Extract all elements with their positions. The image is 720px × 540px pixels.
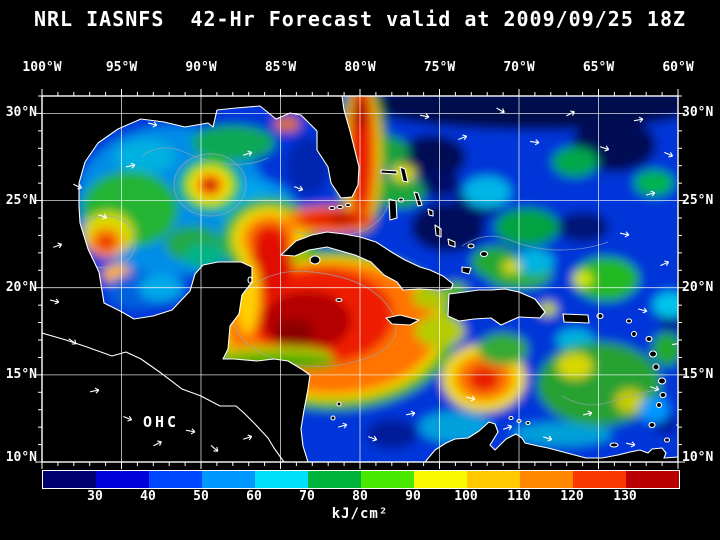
lat-tick-label: 10°N [682,450,714,465]
map-frame [41,95,679,463]
lat-tick-label: 15°N [5,367,37,382]
lon-tick-label: 65°W [582,60,615,75]
lon-tick-label: 60°W [662,60,694,75]
colorbar-swatches [43,471,679,488]
colorbar-tick-label: 120 [560,489,584,504]
colorbar-segment [414,471,467,488]
coastline-pacific [42,332,285,462]
colorbar-segment [361,471,414,488]
lat-tick-label: 20°N [5,280,37,295]
colorbar-tick-label: 100 [454,489,478,504]
lat-tick-label: 25°N [682,193,714,208]
lon-tick-label: 90°W [185,60,217,75]
lat-tick-label: 30°N [682,105,714,120]
colorbar-segment [520,471,573,488]
colorbar-tick-label: 60 [246,489,262,504]
colorbar-segment [308,471,361,488]
colorbar-tick-label: 40 [140,489,156,504]
island-jamaica [385,314,420,326]
colorbar-tick-label: 70 [299,489,315,504]
colorbar [42,470,680,489]
lat-tick-label: 30°N [5,105,37,120]
ohc-label: OHC [142,413,180,431]
lat-tick-label: 10°N [5,450,37,465]
colorbar-tick-label: 80 [352,489,368,504]
lon-tick-label: 70°W [503,60,535,75]
colorbar-segment [149,471,202,488]
lat-tick-label: 15°N [682,367,714,382]
colorbar-labels: 30 40 50 60 70 80 90 100 110 120 130 [42,489,678,505]
colorbar-segment [255,471,308,488]
grid-lines [42,96,678,462]
colorbar-segment [467,471,520,488]
plot-title: NRL IASNFS 42-Hr Forecast valid at 2009/… [33,7,687,31]
island-puerto-rico [562,313,590,324]
colorbar-segment [202,471,255,488]
lat-tick-label: 25°N [5,193,37,208]
lon-tick-label: 100°W [22,60,62,75]
island-cuba [280,231,454,291]
colorbar-unit-label: kJ/cm² [331,506,389,522]
landmass-south-america [424,421,678,462]
lon-tick-label: 95°W [105,60,138,75]
island-hispaniola [447,288,546,326]
lat-tick-label: 20°N [682,280,714,295]
contour-lines [75,147,657,406]
colorbar-tick-label: 110 [507,489,531,504]
colorbar-tick-label: 30 [87,489,103,504]
colorbar-tick-label: 50 [193,489,209,504]
colorbar-tick-label: 130 [613,489,637,504]
colorbar-segment [573,471,626,488]
colorbar-segment [626,471,679,488]
lon-tick-label: 75°W [423,60,456,75]
colorbar-segment [96,471,149,488]
lon-tick-label: 85°W [264,60,297,75]
lon-tick-label: 80°W [344,60,376,75]
colorbar-segment [43,471,96,488]
colorbar-tick-label: 90 [405,489,421,504]
